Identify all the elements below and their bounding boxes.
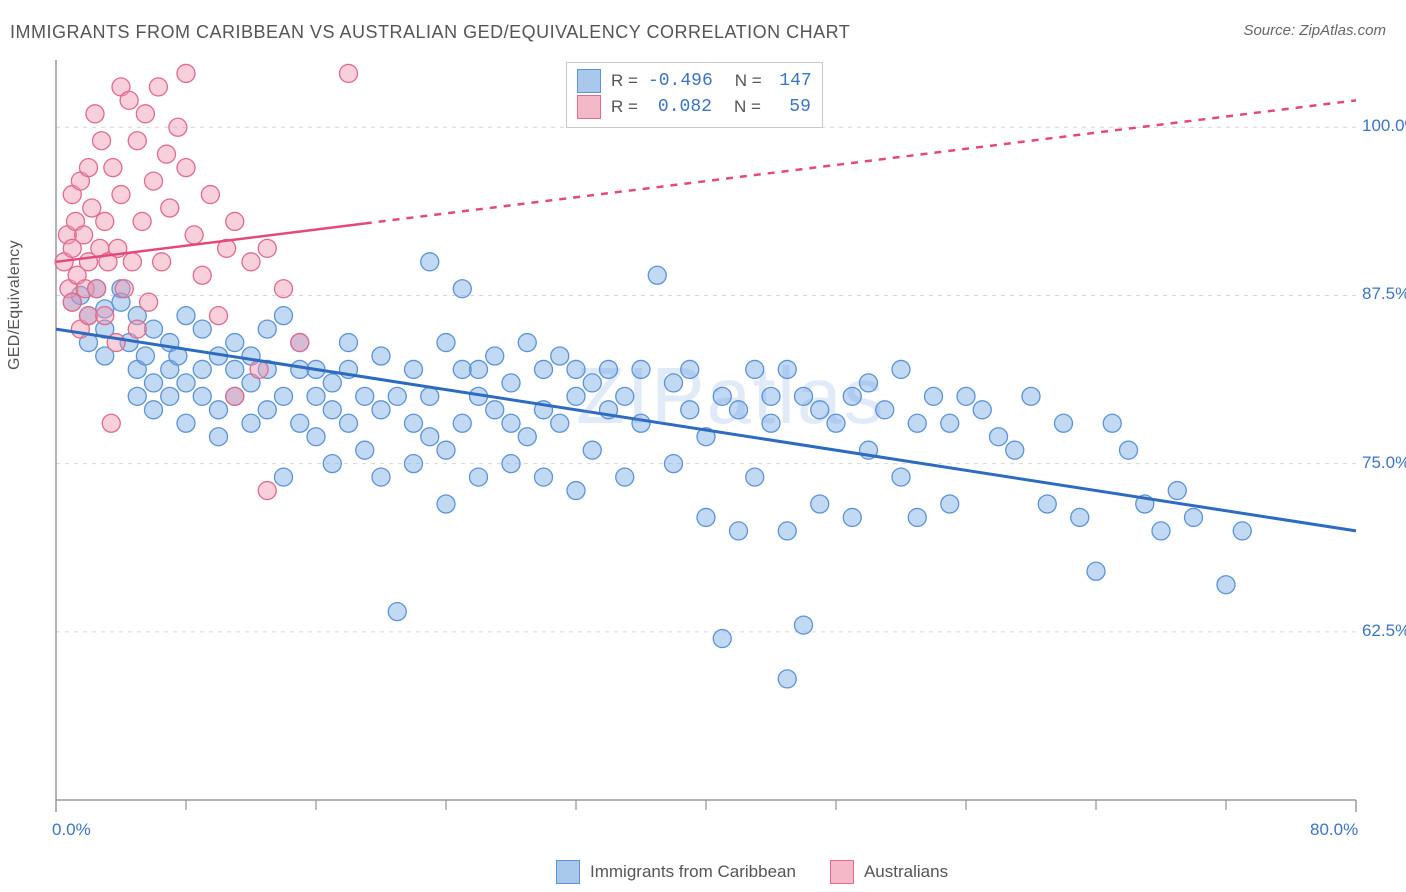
- y-tick-label: 87.5%: [1362, 284, 1406, 304]
- series-legend: Immigrants from Caribbean Australians: [556, 860, 948, 884]
- legend-swatch-icon: [556, 860, 580, 884]
- series-swatch-icon: [577, 69, 601, 93]
- correlation-stats-box: R = -0.496 N = 147 R = 0.082 N = 59: [566, 62, 823, 128]
- legend-series-label: Australians: [864, 862, 948, 882]
- stats-row: R = 0.082 N = 59: [577, 95, 812, 119]
- n-value: 147: [772, 71, 812, 91]
- y-tick-label: 100.0%: [1362, 116, 1406, 136]
- n-value: 59: [771, 97, 811, 117]
- r-value: 0.082: [648, 97, 712, 117]
- stats-row: R = -0.496 N = 147: [577, 69, 812, 93]
- r-label: R =: [611, 71, 638, 91]
- x-axis-max-label: 80.0%: [1310, 820, 1358, 840]
- source-attribution: Source: ZipAtlas.com: [1243, 22, 1386, 39]
- series-swatch-icon: [577, 95, 601, 119]
- r-value: -0.496: [648, 71, 713, 91]
- legend-series-label: Immigrants from Caribbean: [590, 862, 796, 882]
- n-label: N =: [735, 71, 762, 91]
- chart-title: IMMIGRANTS FROM CARIBBEAN VS AUSTRALIAN …: [10, 22, 850, 42]
- scatter-plot-svg: [46, 60, 1366, 820]
- y-tick-label: 75.0%: [1362, 453, 1406, 473]
- y-axis-label: GED/Equivalency: [6, 240, 24, 370]
- y-tick-label: 62.5%: [1362, 621, 1406, 641]
- r-label: R =: [611, 97, 638, 117]
- chart-area: ZIPatlas R =-0.496N =147R =0.082N =59: [46, 60, 1366, 820]
- x-axis-min-label: 0.0%: [52, 820, 91, 840]
- n-label: N =: [734, 97, 761, 117]
- legend-swatch-icon: [830, 860, 854, 884]
